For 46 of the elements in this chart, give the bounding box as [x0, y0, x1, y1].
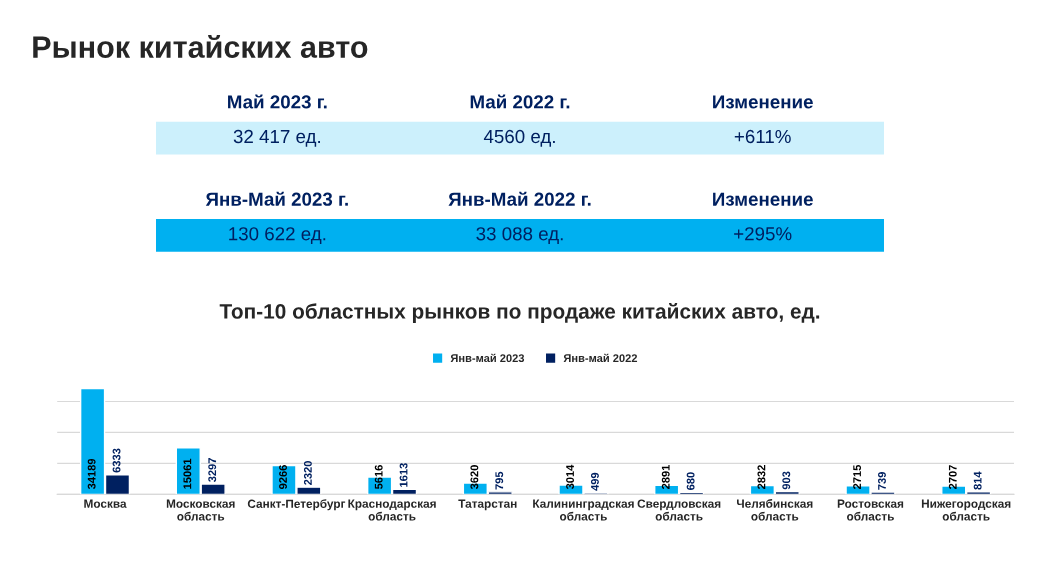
data-label: 3014 [566, 464, 574, 490]
x-tick-label: Татарстан [458, 499, 517, 511]
data-label: 739 [878, 472, 886, 490]
data-label: 903 [782, 471, 791, 490]
text: Май 2022 г. [470, 94, 570, 109]
data-label: 6333 [112, 448, 121, 473]
text: +295% [734, 227, 792, 241]
data-label: 2320 [303, 461, 312, 485]
data-label: 795 [495, 471, 504, 490]
text: Май 2023 г. [228, 94, 327, 109]
x-tick-label: Свердловская область [637, 499, 721, 521]
text: Рынок китайских авто [33, 34, 368, 58]
data-label: 3620 [470, 465, 479, 490]
data-label: 34189 [87, 458, 96, 490]
x-tick-label: Челябинская область [737, 499, 813, 521]
x-tick-label: Ростовская область [837, 499, 904, 521]
data-label: 814 [973, 471, 982, 490]
data-label: 3297 [208, 458, 217, 482]
text: 33 088 ед. [476, 227, 563, 244]
x-tick-label: Санкт-Петербург [247, 499, 346, 511]
text: +611% [734, 129, 791, 144]
text: Янв-Май 2022 г. [448, 191, 591, 206]
chart-title: Топ-10 областных рынков по продаже китайских авто, ед. [219, 303, 820, 323]
text: 32 417 ед. [233, 129, 320, 147]
text: 130 622 ед. [229, 227, 326, 244]
data-label: 2715 [853, 464, 862, 489]
text: Изменение [713, 192, 813, 206]
text: 4560 ед. [483, 129, 555, 147]
data-label: 680 [686, 472, 695, 490]
data-label: 2832 [757, 465, 766, 489]
data-label: 2891 [661, 464, 670, 489]
data-label: 1613 [399, 463, 408, 487]
x-tick-label: Московская область [166, 499, 235, 521]
x-tick-label: Краснодарская область [348, 499, 436, 521]
data-label: 499 [590, 472, 599, 491]
x-tick-label: Калининградская область [533, 499, 634, 521]
data-label: 15061 [183, 458, 192, 489]
legend-label: Янв-май 2023 [450, 353, 525, 363]
text: Янв-Май 2023 г. [205, 191, 348, 206]
data-label: 5616 [374, 465, 383, 490]
data-label: 9266 [279, 465, 287, 489]
legend-label: Янв-май 2022 [563, 353, 638, 363]
x-tick-label: Москва [84, 499, 127, 508]
x-tick-label: Нижегородская область [921, 499, 1011, 521]
data-label: 2707 [948, 465, 957, 489]
text: Изменение [713, 95, 813, 109]
